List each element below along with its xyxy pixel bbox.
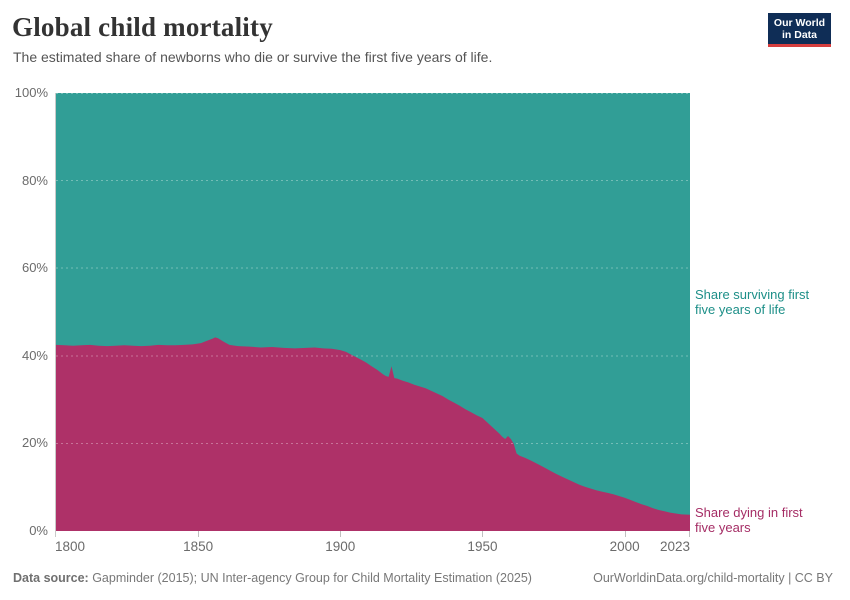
x-tick-label-2023: 2023 <box>659 539 690 554</box>
x-tick-mark-2000 <box>624 531 626 537</box>
y-tick-label-60: 60% <box>21 260 48 276</box>
plot-area-svg[interactable] <box>56 93 690 531</box>
x-tick-label-2000: 2000 <box>609 539 640 554</box>
label-share-dying: Share dying in first five years <box>695 505 803 535</box>
x-tick-label-1850: 1850 <box>183 539 214 554</box>
owid-logo-redbar <box>768 44 831 47</box>
owid-logo-line2: in Data <box>781 28 817 41</box>
label-share-dying-line2: five years <box>695 519 751 535</box>
x-tick-label-1950: 1950 <box>467 539 498 554</box>
label-share-surviving: Share surviving first five years of life <box>695 287 810 317</box>
data-source-note: Data source: Gapminder (2015); UN Inter-… <box>13 571 532 585</box>
y-tick-label-40: 40% <box>21 347 48 363</box>
y-axis-line <box>55 93 56 537</box>
y-tick-label-0: 0% <box>29 523 48 538</box>
owid-logo-box: Our World in Data <box>768 13 831 44</box>
owid-url-license[interactable]: OurWorldinData.org/child-mortality | CC … <box>593 571 833 585</box>
owid-logo[interactable]: Our World in Data <box>768 13 831 47</box>
y-tick-label-80: 80% <box>21 172 48 188</box>
x-tick-mark-1850 <box>198 531 200 537</box>
x-tick-label-1900: 1900 <box>325 539 356 554</box>
x-tick-mark-2023 <box>689 531 690 537</box>
label-share-surviving-line1: Share surviving first <box>695 287 810 302</box>
owid-logo-line1: Our World <box>773 16 826 29</box>
y-tick-label-100: 100% <box>14 85 48 100</box>
label-share-surviving-line2: five years of life <box>695 301 786 317</box>
data-source-label: Data source: <box>13 571 89 585</box>
chart-title: Global child mortality <box>12 12 273 42</box>
data-source-text: Gapminder (2015); UN Inter-agency Group … <box>88 571 532 585</box>
y-tick-label-20: 20% <box>21 435 48 451</box>
chart-subtitle: The estimated share of newborns who die … <box>13 49 493 65</box>
label-share-dying-line1: Share dying in first <box>695 505 803 520</box>
x-tick-mark-1900 <box>340 531 342 537</box>
x-tick-mark-1950 <box>482 531 484 537</box>
area-share-dying[interactable] <box>56 337 690 531</box>
x-tick-label-1800: 1800 <box>55 539 86 554</box>
